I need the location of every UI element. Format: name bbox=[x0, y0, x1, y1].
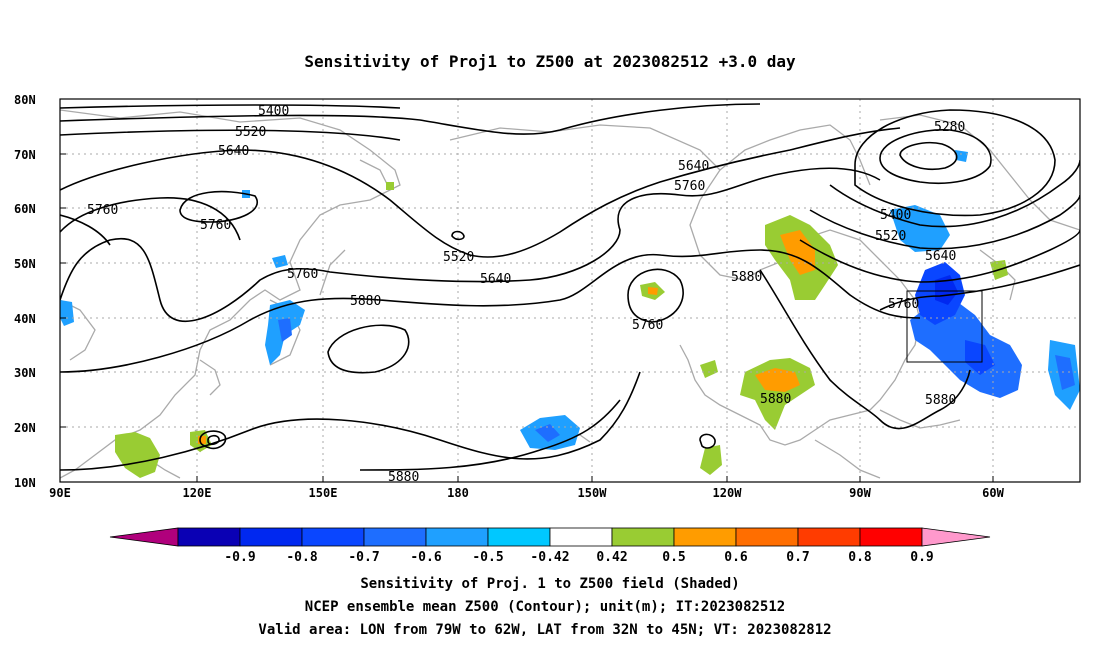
lon-label: 120W bbox=[713, 486, 743, 500]
colorbar-label: 0.7 bbox=[786, 550, 809, 565]
colorbar-swatch bbox=[673, 527, 737, 547]
colorbar-swatch bbox=[487, 527, 551, 547]
contour-label: 5640 bbox=[480, 272, 511, 287]
colorbar-arrow-low bbox=[109, 527, 179, 547]
lat-label: 20N bbox=[14, 421, 36, 435]
colorbar-swatch bbox=[735, 527, 799, 547]
lon-label: 150E bbox=[309, 486, 338, 500]
contour-label: 5880 bbox=[731, 270, 762, 285]
colorbar-swatch bbox=[177, 527, 241, 547]
plot-frame bbox=[59, 98, 1081, 483]
lat-label: 30N bbox=[14, 366, 36, 380]
contour-label: 5640 bbox=[925, 249, 956, 264]
colorbar-swatch bbox=[239, 527, 303, 547]
lon-label: 120E bbox=[183, 486, 212, 500]
contour-label: 5400 bbox=[258, 104, 289, 119]
colorbar-label: -0.8 bbox=[286, 550, 317, 565]
colorbar: -0.9 -0.8 -0.7 -0.6 -0.5 -0.42 0.42 0.5 0.6 0.7 0.… bbox=[109, 527, 991, 565]
caption-line-2: NCEP ensemble mean Z500 (Contour); unit(… bbox=[305, 599, 785, 615]
contour-label: 5880 bbox=[925, 393, 956, 408]
z500-contours bbox=[60, 103, 1080, 471]
caption-line-3: Valid area: LON from 79W to 62W, LAT fro… bbox=[258, 622, 831, 638]
contour-label: 5760 bbox=[287, 267, 318, 282]
colorbar-swatch bbox=[425, 527, 489, 547]
colorbar-label: -0.6 bbox=[410, 550, 441, 565]
colorbar-swatch bbox=[611, 527, 675, 547]
lat-label: 50N bbox=[14, 257, 36, 271]
colorbar-label: -0.9 bbox=[224, 550, 255, 565]
lat-lon-grid bbox=[60, 99, 1080, 482]
contour-label: 5760 bbox=[200, 218, 231, 233]
contour-label: 5760 bbox=[632, 318, 663, 333]
colorbar-label: 0.9 bbox=[910, 550, 933, 565]
contour-label: 5400 bbox=[880, 208, 911, 223]
contour-label: 5880 bbox=[760, 392, 791, 407]
contour-label: 5760 bbox=[888, 297, 919, 312]
lon-label: 180 bbox=[447, 486, 469, 500]
colorbar-label: 0.8 bbox=[848, 550, 872, 565]
lon-label: 150W bbox=[578, 486, 608, 500]
colorbar-label: -0.7 bbox=[348, 550, 379, 565]
contour-label: 5760 bbox=[674, 179, 705, 194]
lon-label: 90E bbox=[49, 486, 71, 500]
colorbar-label: 0.5 bbox=[662, 550, 685, 565]
sensitivity-shading bbox=[60, 150, 1080, 478]
lat-label: 70N bbox=[14, 148, 36, 162]
colorbar-swatch bbox=[301, 527, 365, 547]
contour-label-group: 5400 5520 5640 5760 5760 5760 5880 5520 … bbox=[87, 104, 965, 485]
colorbar-swatch bbox=[363, 527, 427, 547]
lon-label: 60W bbox=[982, 486, 1004, 500]
contour-label: 5520 bbox=[875, 229, 906, 244]
colorbar-label: -0.5 bbox=[472, 550, 503, 565]
colorbar-label: -0.42 bbox=[530, 550, 569, 565]
caption-line-1: Sensitivity of Proj. 1 to Z500 field (Sh… bbox=[360, 576, 739, 592]
colorbar-arrow-high bbox=[921, 527, 991, 547]
lat-label: 60N bbox=[14, 202, 36, 216]
valid-area-box bbox=[906, 290, 983, 363]
colorbar-swatch bbox=[797, 527, 861, 547]
contour-label: 5760 bbox=[87, 203, 118, 218]
colorbar-label: 0.6 bbox=[724, 550, 748, 565]
longitude-labels: 90E 120E 150E 180 150W 120W 90W 60W bbox=[49, 486, 1004, 500]
lat-label: 10N bbox=[14, 476, 36, 490]
contour-label: 5880 bbox=[350, 294, 381, 309]
contour-label: 5880 bbox=[388, 470, 419, 485]
colorbar-swatch bbox=[549, 527, 613, 547]
contour-label: 5280 bbox=[934, 120, 965, 135]
colorbar-label: 0.42 bbox=[596, 550, 627, 565]
colorbar-swatch bbox=[859, 527, 923, 547]
lon-label: 90W bbox=[849, 486, 871, 500]
contour-label: 5640 bbox=[218, 144, 249, 159]
latitude-labels: 80N 70N 60N 50N 40N 30N 20N 10N bbox=[14, 93, 36, 490]
contour-label: 5520 bbox=[443, 250, 474, 265]
lat-label: 40N bbox=[14, 312, 36, 326]
map-title: Sensitivity of Proj1 to Z500 at 20230825… bbox=[304, 52, 796, 71]
lat-label: 80N bbox=[14, 93, 36, 107]
tick-marks bbox=[60, 98, 994, 483]
contour-label: 5640 bbox=[678, 159, 709, 174]
contour-label: 5520 bbox=[235, 125, 266, 140]
